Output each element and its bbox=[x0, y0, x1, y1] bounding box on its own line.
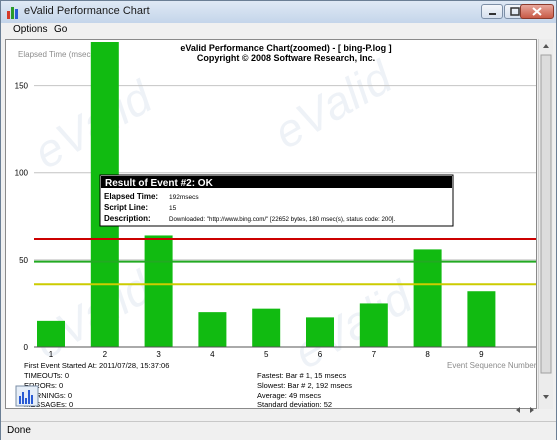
bar-5[interactable] bbox=[252, 308, 281, 347]
y-tick-100: 100 bbox=[15, 169, 29, 178]
average-time: Average: 49 msecs bbox=[257, 391, 321, 400]
y-tick-150: 150 bbox=[15, 82, 29, 91]
close-button[interactable] bbox=[520, 4, 554, 19]
errors-count: ERRORs: 0 bbox=[24, 381, 63, 390]
scroll-up-arrow-icon[interactable] bbox=[543, 44, 549, 48]
slowest-bar: Slowest: Bar # 2, 192 msecs bbox=[257, 381, 352, 390]
tooltip-script-value: 15 bbox=[169, 205, 177, 212]
timeouts-count: TIMEOUTs: 0 bbox=[24, 371, 69, 380]
bar-3[interactable] bbox=[144, 235, 173, 347]
bar-9[interactable] bbox=[467, 291, 496, 347]
bar-8[interactable] bbox=[413, 249, 442, 347]
messages-count: MESSAGEs: 0 bbox=[24, 400, 73, 408]
x-tick-4: 4 bbox=[210, 350, 215, 359]
bar-6[interactable] bbox=[306, 317, 334, 347]
x-tick-1: 1 bbox=[49, 350, 54, 359]
tooltip-script-label: Script Line: bbox=[104, 203, 148, 212]
chart-panel: eValid eValid eValid eValid eValid Perfo… bbox=[5, 39, 537, 409]
bar-7[interactable] bbox=[359, 303, 388, 347]
chart-copyright: Copyright © 2008 Software Research, Inc. bbox=[197, 53, 375, 63]
chart-type-icon[interactable] bbox=[15, 385, 39, 407]
tooltip-desc-value: Downloaded: "http://www.bing.com/" [2265… bbox=[169, 216, 396, 223]
x-tick-7: 7 bbox=[372, 350, 377, 359]
scroll-left-arrow-icon[interactable] bbox=[516, 407, 520, 413]
scroll-thumb[interactable] bbox=[540, 54, 552, 374]
menu-go[interactable]: Go bbox=[54, 24, 68, 35]
tooltip-header: Result of Event #2: OK bbox=[105, 178, 214, 189]
watermark-2: eValid bbox=[265, 50, 401, 159]
tooltip-desc-label: Description: bbox=[104, 214, 151, 223]
window-title: eValid Performance Chart bbox=[24, 5, 150, 17]
y-tick-50: 50 bbox=[19, 256, 28, 265]
y-axis-label: Elapsed Time (msecs) bbox=[18, 50, 97, 59]
summary-panel: First Event Started At: 2011/07/28, 15:3… bbox=[24, 361, 352, 409]
x-tick-6: 6 bbox=[318, 350, 323, 359]
bar-chart-app-icon bbox=[7, 7, 18, 19]
x-tick-labels: 1 2 3 4 5 6 7 8 9 bbox=[49, 350, 484, 359]
vertical-scrollbar[interactable] bbox=[538, 39, 553, 409]
x-tick-2: 2 bbox=[103, 350, 108, 359]
performance-chart: eValid eValid eValid eValid eValid Perfo… bbox=[15, 42, 537, 409]
y-tick-labels: 0 50 100 150 bbox=[15, 82, 29, 352]
y-tick-0: 0 bbox=[24, 343, 29, 352]
maximize-icon bbox=[510, 7, 520, 16]
horizontal-scroll-buttons[interactable] bbox=[513, 401, 537, 413]
x-tick-9: 9 bbox=[479, 350, 484, 359]
event-tooltip: Result of Event #2: OK Elapsed Time: 192… bbox=[99, 174, 454, 227]
minimize-icon bbox=[489, 13, 496, 15]
watermark-4: eValid bbox=[285, 270, 421, 379]
bar-4[interactable] bbox=[198, 312, 227, 347]
scroll-down-arrow-icon[interactable] bbox=[543, 395, 549, 399]
minimize-button[interactable] bbox=[481, 4, 503, 19]
tooltip-elapsed-label: Elapsed Time: bbox=[104, 192, 158, 201]
menu-bar: Options Go bbox=[1, 23, 556, 38]
chart-title: eValid Performance Chart(zoomed) - [ bin… bbox=[180, 43, 391, 53]
close-icon bbox=[532, 7, 542, 16]
x-tick-8: 8 bbox=[425, 350, 430, 359]
bar-1[interactable] bbox=[37, 320, 65, 347]
status-bar: Done bbox=[1, 421, 556, 440]
fastest-bar: Fastest: Bar # 1, 15 msecs bbox=[257, 371, 346, 380]
tooltip-elapsed-value: 192msecs bbox=[169, 194, 199, 201]
title-bar[interactable]: eValid Performance Chart bbox=[1, 1, 556, 24]
standard-deviation: Standard deviation: 52 bbox=[257, 400, 332, 408]
scroll-right-arrow-icon[interactable] bbox=[530, 407, 534, 413]
first-event-started: First Event Started At: 2011/07/28, 15:3… bbox=[24, 361, 169, 370]
x-tick-5: 5 bbox=[264, 350, 269, 359]
menu-options[interactable]: Options bbox=[13, 24, 48, 35]
status-text: Done bbox=[7, 425, 31, 436]
x-axis-label: Event Sequence Number bbox=[447, 361, 536, 370]
x-tick-3: 3 bbox=[156, 350, 161, 359]
warnings-count: WARNINGs: 0 bbox=[24, 391, 72, 400]
reference-lines bbox=[34, 237, 536, 286]
